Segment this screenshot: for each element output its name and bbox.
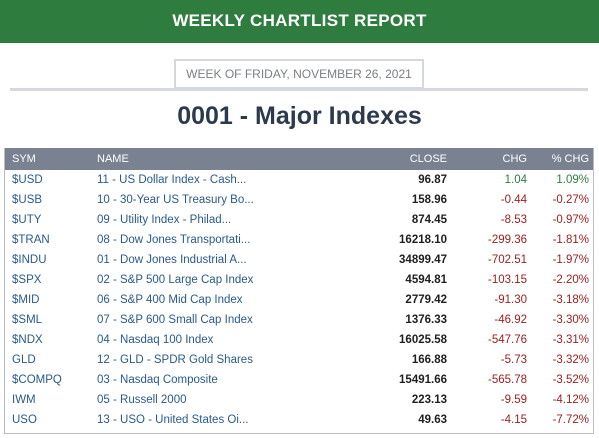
row-name-link[interactable]: 11 - US Dollar Index - Cash...: [97, 174, 247, 186]
row-symbol-link[interactable]: IWM: [12, 394, 36, 406]
row-name-link[interactable]: 05 - Russell 2000: [97, 394, 187, 406]
row-pct-change-value: -0.27%: [552, 194, 589, 206]
row-close-value: 16025.58: [399, 334, 447, 346]
row-close-value: 34899.47: [399, 254, 447, 266]
row-change-value: -103.15: [487, 274, 527, 286]
row-name-link[interactable]: 09 - Utility Index - Philad...: [97, 214, 232, 226]
index-table: SYM NAME CLOSE CHG % CHG $USD 11 - US Dol…: [4, 148, 594, 434]
row-pct-change-value: -3.52%: [552, 374, 589, 386]
header-pct-chg[interactable]: % CHG: [551, 153, 589, 165]
row-name-link[interactable]: 01 - Dow Jones Industrial A...: [97, 254, 247, 266]
row-name-link[interactable]: 10 - 30-Year US Treasury Bo...: [97, 194, 254, 206]
table-row[interactable]: GLD 12 - GLD - SPDR Gold Shares 166.88 -5.7…: [5, 350, 593, 370]
row-pct-change-value: -2.20%: [552, 274, 589, 286]
header-chg[interactable]: CHG: [502, 153, 527, 165]
page-title: 0001 - Major Indexes: [177, 102, 422, 130]
row-symbol-link[interactable]: $COMPQ: [12, 374, 62, 386]
row-change-value: 1.04: [504, 174, 527, 186]
row-change-value: -299.36: [487, 234, 527, 246]
row-close-value: 1376.33: [405, 314, 447, 326]
row-change-value: -5.73: [500, 354, 527, 366]
row-close-value: 49.63: [418, 414, 447, 426]
row-name-link[interactable]: 13 - USO - United States Oi...: [97, 414, 249, 426]
row-pct-change-value: -1.81%: [552, 234, 589, 246]
table-row[interactable]: $SML 07 - S&P 600 Small Cap Index 1376.33 -…: [5, 310, 593, 330]
header-close[interactable]: CLOSE: [409, 153, 447, 165]
row-close-value: 2779.42: [405, 294, 447, 306]
divider: [10, 88, 588, 91]
row-name-link[interactable]: 08 - Dow Jones Transportati...: [97, 234, 251, 246]
row-close-value: 16218.10: [399, 234, 447, 246]
row-pct-change-value: -1.97%: [552, 254, 589, 266]
row-close-value: 15491.66: [399, 374, 447, 386]
table-row[interactable]: $USD 11 - US Dollar Index - Cash... 96.87 1…: [5, 170, 593, 190]
row-pct-change-value: 1.09%: [556, 174, 589, 186]
row-name-link[interactable]: 12 - GLD - SPDR Gold Shares: [97, 354, 253, 366]
row-symbol-link[interactable]: USO: [12, 414, 37, 426]
table-row[interactable]: $MID 06 - S&P 400 Mid Cap Index 2779.42 -91…: [5, 290, 593, 310]
row-pct-change-value: -3.32%: [552, 354, 589, 366]
header-sym[interactable]: SYM: [12, 153, 36, 165]
row-name-link[interactable]: 04 - Nasdaq 100 Index: [97, 334, 214, 346]
row-symbol-link[interactable]: $INDU: [12, 254, 47, 266]
row-pct-change-value: -3.18%: [552, 294, 589, 306]
row-change-value: -4.15: [500, 414, 527, 426]
row-change-value: -8.53: [500, 214, 527, 226]
row-symbol-link[interactable]: $SML: [12, 314, 43, 326]
row-pct-change-value: -0.97%: [552, 214, 589, 226]
row-symbol-link[interactable]: $NDX: [12, 334, 43, 346]
row-close-value: 166.88: [411, 354, 447, 366]
row-pct-change-value: -3.30%: [552, 314, 589, 326]
header-name[interactable]: NAME: [97, 153, 129, 165]
table-header-row: SYM NAME CLOSE CHG % CHG: [5, 148, 593, 170]
table-row[interactable]: $SPX 02 - S&P 500 Large Cap Index 4594.81 -…: [5, 270, 593, 290]
row-pct-change-value: -4.12%: [552, 394, 589, 406]
row-name-link[interactable]: 06 - S&P 400 Mid Cap Index: [97, 294, 243, 306]
row-name-link[interactable]: 02 - S&P 500 Large Cap Index: [97, 274, 254, 286]
row-change-value: -565.78: [487, 374, 527, 386]
row-change-value: -702.51: [487, 254, 527, 266]
table-row[interactable]: IWM 05 - Russell 2000 223.13 -9.59 -4.12%: [5, 390, 593, 410]
row-change-value: -46.92: [494, 314, 527, 326]
row-symbol-link[interactable]: $MID: [12, 294, 40, 306]
row-close-value: 223.13: [411, 394, 447, 406]
table-row[interactable]: $TRAN 08 - Dow Jones Transportati... 16218…: [5, 230, 593, 250]
row-change-value: -547.76: [487, 334, 527, 346]
row-close-value: 4594.81: [405, 274, 447, 286]
table-row[interactable]: $USB 10 - 30-Year US Treasury Bo... 158.96…: [5, 190, 593, 210]
row-symbol-link[interactable]: $SPX: [12, 274, 42, 286]
row-close-value: 96.87: [418, 174, 447, 186]
table-row[interactable]: $NDX 04 - Nasdaq 100 Index 16025.58 -547.76…: [5, 330, 593, 350]
row-close-value: 158.96: [411, 194, 447, 206]
row-name-link[interactable]: 03 - Nasdaq Composite: [97, 374, 218, 386]
report-banner: WEEKLY CHARTLIST REPORT: [0, 0, 599, 43]
row-name-link[interactable]: 07 - S&P 600 Small Cap Index: [97, 314, 253, 326]
row-pct-change-value: -7.72%: [552, 414, 589, 426]
table-row[interactable]: USO 13 - USO - United States Oi... 49.63 -4…: [5, 410, 593, 430]
table-row[interactable]: $UTY 09 - Utility Index - Philad... 874.45…: [5, 210, 593, 230]
row-symbol-link[interactable]: GLD: [12, 354, 36, 366]
table-row[interactable]: $INDU 01 - Dow Jones Industrial A... 34899…: [5, 250, 593, 270]
table-row[interactable]: $COMPQ 03 - Nasdaq Composite 15491.66 -565.…: [5, 370, 593, 390]
row-symbol-link[interactable]: $USB: [12, 194, 43, 206]
row-change-value: -0.44: [500, 194, 527, 206]
row-symbol-link[interactable]: $USD: [12, 174, 43, 186]
row-change-value: -9.59: [500, 394, 527, 406]
row-symbol-link[interactable]: $TRAN: [12, 234, 50, 246]
row-symbol-link[interactable]: $UTY: [12, 214, 42, 226]
row-pct-change-value: -3.31%: [552, 334, 589, 346]
row-change-value: -91.30: [494, 294, 527, 306]
week-label: WEEK OF FRIDAY, NOVEMBER 26, 2021: [174, 59, 424, 89]
row-close-value: 874.45: [411, 214, 447, 226]
